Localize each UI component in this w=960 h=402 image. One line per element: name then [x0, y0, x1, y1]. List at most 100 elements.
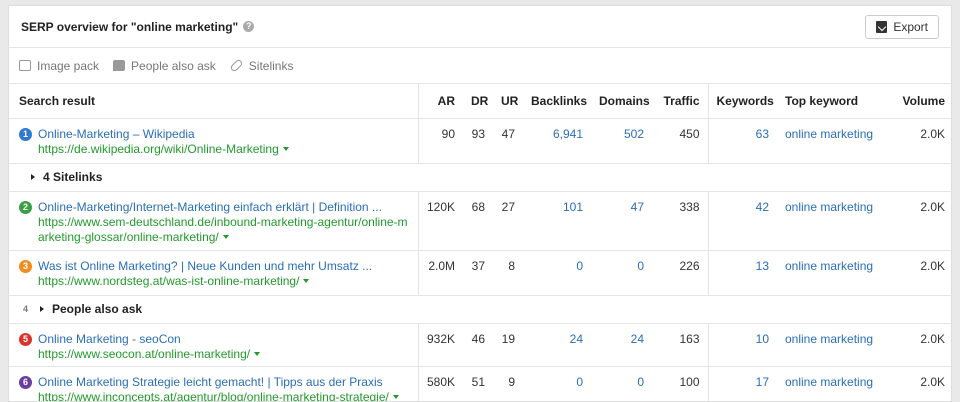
table-row: 1 Online-Marketing – Wikipedia https://d… [9, 118, 951, 164]
top-keyword-link[interactable]: online marketing [785, 258, 874, 273]
table-row: 5 Online Marketing - seoCon https://www.… [9, 323, 951, 367]
top-keyword-link[interactable]: online marketing [785, 199, 874, 214]
position-badge: 5 [19, 332, 32, 346]
filter-label: Sitelinks [248, 58, 294, 73]
volume-value: 2.0K [882, 250, 951, 296]
serp-overview-panel: SERP overview for "online marketing" ? E… [8, 5, 952, 402]
top-keyword-link[interactable]: online marketing [785, 331, 874, 346]
serp-table: Search result AR DR UR Backlinks Domains… [9, 84, 951, 402]
filter-label: People also ask [131, 58, 216, 73]
page-title-text: SERP overview for "online marketing" [21, 19, 239, 34]
top-keyword-link[interactable]: online marketing [785, 126, 874, 141]
chevron-down-icon[interactable] [303, 279, 310, 284]
help-icon[interactable]: ? [243, 21, 255, 32]
ur-value: 9 [493, 366, 523, 401]
chevron-down-icon[interactable] [222, 235, 229, 240]
result-url-link[interactable]: https://de.wikipedia.org/wiki/Online-Mar… [38, 141, 279, 156]
export-label: Export [893, 19, 928, 34]
col-keywords[interactable]: Keywords [708, 84, 777, 119]
ur-value: 19 [493, 323, 523, 367]
keywords-link[interactable]: 13 [755, 258, 769, 273]
domains-link[interactable]: 0 [637, 258, 644, 273]
result-cell: 2 Online-Marketing/Internet-Marketing ei… [9, 191, 419, 251]
volume-value: 2.0K [882, 366, 951, 401]
panel-header: SERP overview for "online marketing" ? E… [9, 6, 951, 48]
result-url-link[interactable]: https://www.inconcepts.at/agentur/blog/o… [38, 389, 389, 402]
volume-value: 2.0K [882, 323, 951, 367]
col-ar[interactable]: AR [418, 84, 463, 119]
position-badge: 3 [19, 259, 32, 273]
result-url-link[interactable]: https://www.nordsteg.at/was-ist-online-m… [38, 273, 300, 288]
position-badge: 1 [19, 127, 32, 141]
domains-link[interactable]: 24 [630, 331, 644, 346]
dr-value: 93 [463, 118, 493, 164]
sitelinks-row: 4 Sitelinks [9, 163, 951, 192]
position-badge: 2 [19, 200, 32, 214]
ar-value: 2.0M [418, 250, 463, 296]
people-also-ask-row: 4 People also ask [9, 295, 951, 324]
table-header-row: Search result AR DR UR Backlinks Domains… [9, 84, 951, 119]
domains-link[interactable]: 0 [637, 374, 644, 389]
result-title-link[interactable]: Online-Marketing/Internet-Marketing einf… [38, 199, 382, 214]
volume-value: 2.0K [882, 118, 951, 164]
result-title-link[interactable]: Online Marketing - seoCon [38, 331, 181, 346]
chevron-down-icon[interactable] [254, 352, 261, 357]
dr-value: 51 [463, 366, 493, 401]
backlinks-link[interactable]: 101 [562, 199, 583, 214]
result-cell: 5 Online Marketing - seoCon https://www.… [9, 323, 419, 367]
col-dr[interactable]: DR [463, 84, 493, 119]
col-ur[interactable]: UR [493, 84, 523, 119]
result-url-link[interactable]: https://www.sem-deutschland.de/inbound-m… [38, 214, 408, 244]
backlinks-link[interactable]: 6,941 [552, 126, 583, 141]
result-title-link[interactable]: Online Marketing Strategie leicht gemach… [38, 374, 383, 389]
backlinks-link[interactable]: 0 [576, 374, 583, 389]
result-url-link[interactable]: https://www.seocon.at/online-marketing/ [38, 346, 251, 361]
domains-link[interactable]: 502 [623, 126, 644, 141]
image-icon [19, 60, 31, 71]
traffic-value: 226 [652, 250, 709, 296]
page-title: SERP overview for "online marketing" ? [21, 19, 255, 34]
domains-link[interactable]: 47 [630, 199, 644, 214]
result-title-link[interactable]: Was ist Online Marketing? | Neue Kunden … [38, 258, 373, 273]
position-badge: 6 [19, 375, 32, 389]
backlinks-link[interactable]: 0 [576, 258, 583, 273]
col-volume[interactable]: Volume [882, 84, 951, 119]
position-number: 4 [22, 304, 28, 314]
sitelinks-toggle[interactable]: 4 Sitelinks [31, 170, 951, 184]
col-backlinks[interactable]: Backlinks [523, 84, 591, 119]
backlinks-link[interactable]: 24 [569, 331, 583, 346]
col-search-result[interactable]: Search result [9, 84, 419, 119]
traffic-value: 100 [652, 366, 709, 401]
export-button[interactable]: Export [865, 14, 939, 39]
keywords-link[interactable]: 10 [755, 331, 769, 346]
top-keyword-link[interactable]: online marketing [785, 374, 874, 389]
chevron-down-icon[interactable] [282, 147, 289, 152]
ar-value: 90 [418, 118, 463, 164]
caret-right-icon [40, 306, 44, 312]
filter-label: Image pack [37, 58, 100, 73]
sitelinks-label: 4 Sitelinks [43, 170, 103, 184]
traffic-value: 338 [652, 191, 709, 251]
keywords-link[interactable]: 63 [755, 126, 769, 141]
ar-value: 120K [418, 191, 463, 251]
result-cell: 1 Online-Marketing – Wikipedia https://d… [9, 118, 419, 164]
table-row: 6 Online Marketing Strategie leicht gema… [9, 366, 951, 402]
filter-people-also-ask[interactable]: People also ask [113, 59, 216, 73]
caret-right-icon [31, 174, 35, 180]
chevron-down-icon[interactable] [392, 395, 399, 400]
dr-value: 37 [463, 250, 493, 296]
col-top-keyword[interactable]: Top keyword [777, 84, 882, 119]
keywords-link[interactable]: 17 [755, 374, 769, 389]
people-also-ask-toggle[interactable]: 4 People also ask [19, 302, 951, 316]
table-row: 3 Was ist Online Marketing? | Neue Kunde… [9, 250, 951, 296]
ar-value: 932K [418, 323, 463, 367]
col-domains[interactable]: Domains [591, 84, 652, 119]
col-traffic[interactable]: Traffic [652, 84, 709, 119]
filter-sitelinks[interactable]: Sitelinks [229, 58, 294, 73]
keywords-link[interactable]: 42 [755, 199, 769, 214]
result-cell: 6 Online Marketing Strategie leicht gema… [9, 366, 419, 402]
result-title-link[interactable]: Online-Marketing – Wikipedia [38, 126, 195, 141]
filter-image-pack[interactable]: Image pack [19, 59, 99, 73]
ur-value: 27 [493, 191, 523, 251]
volume-value: 2.0K [882, 191, 951, 251]
